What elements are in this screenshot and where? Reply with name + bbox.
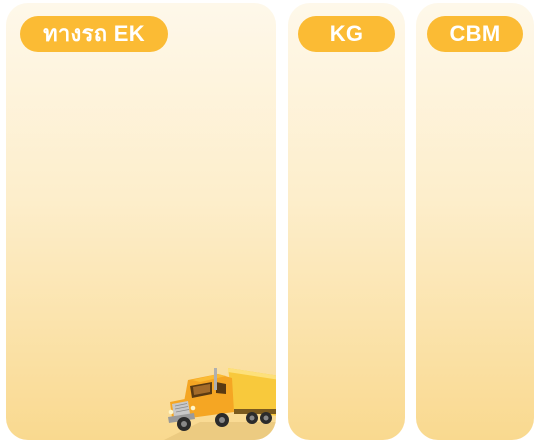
truck-icon [164, 368, 276, 440]
volume-label-pill[interactable]: CBM [427, 16, 523, 52]
weight-label-pill[interactable]: KG [298, 16, 395, 52]
weight-panel: KG [288, 3, 405, 440]
transport-panel: ทางรถ EK [6, 3, 276, 440]
transport-label-pill[interactable]: ทางรถ EK [20, 16, 168, 52]
volume-panel: CBM [416, 3, 534, 440]
